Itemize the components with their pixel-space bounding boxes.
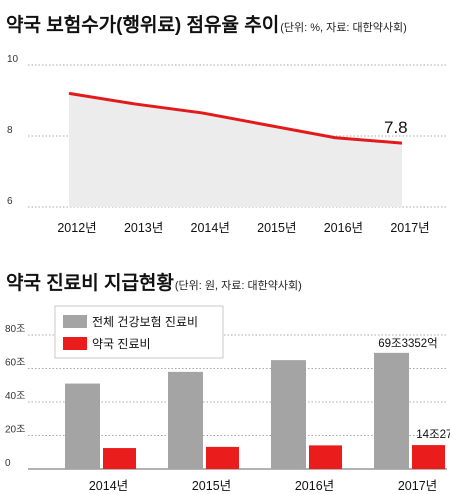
chart2-y-tick-label: 40조 (5, 391, 25, 402)
chart1-x-tick-label: 2013년 (124, 221, 163, 235)
chart1-title: 약국 보험수가(행위료) 점유율 추이 (6, 15, 280, 36)
chart1-y-tick-label: 8 (7, 125, 13, 136)
bar-pharmacy (412, 445, 445, 469)
chart1-title-row: 약국 보험수가(행위료) 점유율 추이(단위: %, 자료: 대한약사회) (6, 10, 407, 37)
chart1-x-tick-label: 2012년 (57, 221, 96, 235)
chart2-x-tick-label: 2016년 (295, 479, 334, 493)
chart2-data-label-pharmacy: 14조2720억 (416, 428, 450, 441)
chart1-series-line (68, 91, 403, 145)
chart2-y-tick-label: 60조 (5, 358, 25, 369)
chart2-bars (65, 352, 445, 469)
chart2-data-label-total: 69조3352억 (378, 337, 438, 350)
chart1-data-label: 7.8 (384, 118, 408, 137)
chart1-y-tick-label: 10 (7, 54, 19, 65)
chart2-subtitle: (단위: 원, 자료: 대한약사회) (174, 280, 302, 292)
chart2-title-row: 약국 진료비 지급현황(단위: 원, 자료: 대한약사회) (6, 268, 302, 295)
chart1-area-fill (69, 93, 402, 207)
chart1-x-ticks: 2012년 2013년 2014년 2015년 2016년 2017년 (57, 221, 429, 235)
chart1-subtitle: (단위: %, 자료: 대한약사회) (280, 22, 407, 34)
chart2-x-tick-label: 2014년 (89, 479, 128, 493)
share-trend-chart: 10 8 6 2012년 2013년 2014년 2015년 2016년 2017년 7.8 (7, 54, 447, 235)
chart2-x-tick-label: 2015년 (192, 479, 231, 493)
bar-total (271, 360, 306, 469)
bar-total (374, 352, 409, 469)
chart1-x-tick-label: 2017년 (390, 221, 429, 235)
legend-label-total: 전체 건강보험 진료비 (92, 315, 198, 329)
chart1-y-tick-label: 6 (7, 196, 13, 207)
bar-total (65, 383, 100, 469)
legend-label-pharmacy: 약국 진료비 (92, 336, 151, 351)
chart2-y-ticks: 80조 60조 40조 20조 0 (5, 324, 25, 469)
chart2-y-tick-label: 20조 (5, 425, 25, 436)
bar-pharmacy (206, 446, 239, 469)
chart2-title: 약국 진료비 지급현황 (6, 273, 174, 294)
chart1-x-tick-label: 2016년 (324, 221, 363, 235)
bar-total (168, 371, 203, 469)
legend-swatch-total (63, 315, 87, 328)
chart2-y-tick-label: 0 (5, 458, 11, 469)
chart1-x-tick-label: 2015년 (257, 221, 296, 235)
chart1-y-ticks: 10 8 6 (7, 54, 19, 207)
chart2-y-tick-label: 80조 (5, 324, 25, 335)
chart1-x-tick-label: 2014년 (191, 221, 230, 235)
bar-pharmacy (309, 445, 342, 469)
chart2-x-ticks: 2014년 2015년 2016년 2017년 (89, 479, 437, 493)
chart2-legend: 전체 건강보험 진료비 약국 진료비 (54, 305, 224, 359)
legend-swatch-pharmacy (63, 337, 87, 350)
chart2-x-tick-label: 2017년 (398, 479, 437, 493)
bar-pharmacy (103, 448, 136, 469)
